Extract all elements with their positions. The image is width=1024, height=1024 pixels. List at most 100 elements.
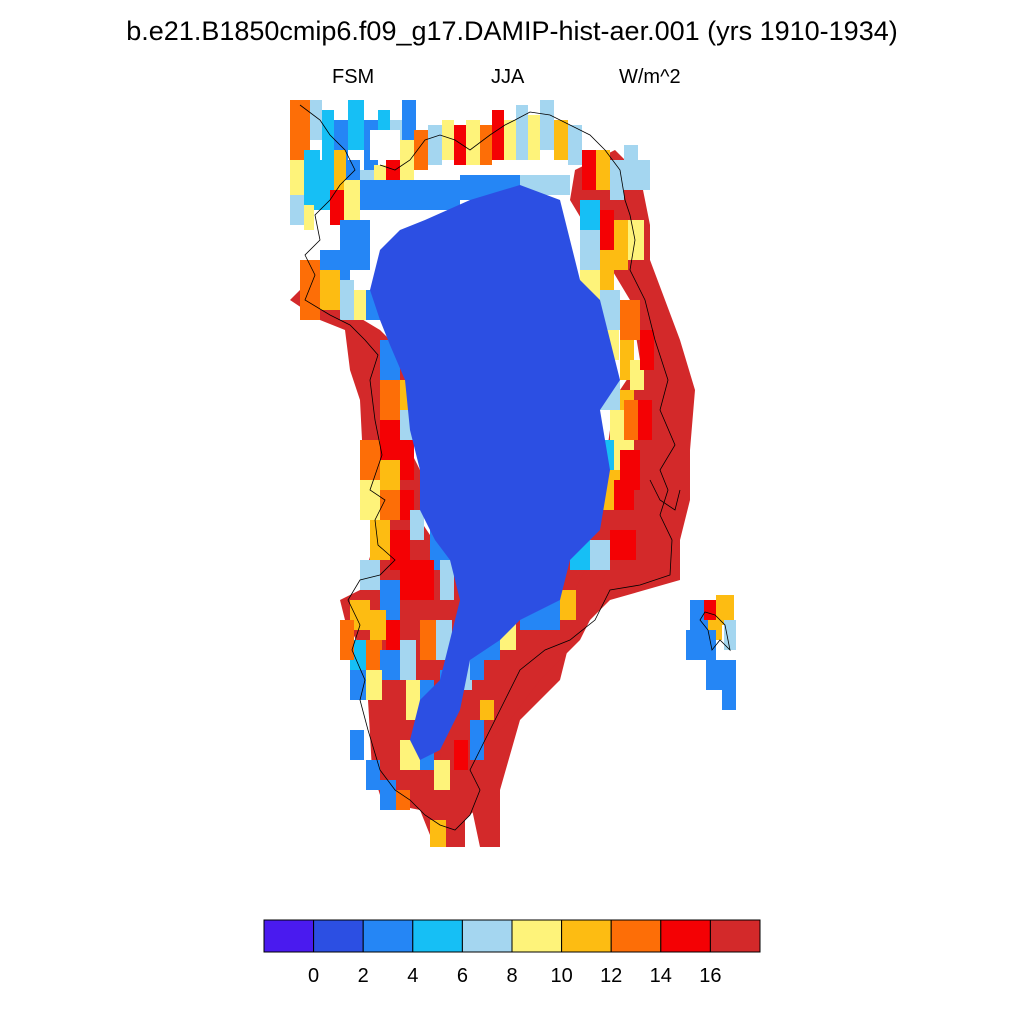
east-island-cell [704, 600, 716, 620]
map-cell [442, 120, 454, 160]
coastline-path [649, 479, 681, 511]
map-cell [304, 205, 314, 230]
map-cell [304, 150, 320, 210]
colorbar-tick-label: 12 [600, 965, 622, 987]
map-cell [290, 160, 304, 200]
colorbar-tick-label: 14 [650, 965, 672, 987]
map-cell [366, 640, 382, 670]
map-cell [340, 280, 354, 320]
map-cell [600, 250, 614, 290]
map-cell [320, 270, 340, 310]
map-cell [290, 100, 310, 160]
map-cell [380, 780, 396, 810]
map-cell [580, 230, 600, 270]
map-cell [420, 620, 436, 660]
map-cell [480, 125, 492, 165]
coastline-path [299, 104, 676, 831]
map-cell [380, 460, 400, 490]
colorbar-box [660, 919, 711, 953]
map-cell [400, 560, 420, 600]
plot-title: b.e21.B1850cmip6.f09_g17.DAMIP-hist-aer.… [126, 16, 898, 46]
map-cell [614, 480, 634, 510]
map-cell [620, 300, 640, 340]
map-cell [434, 760, 450, 790]
map-cell [628, 220, 644, 260]
map-cell [528, 115, 540, 160]
map-cell [300, 290, 320, 320]
map-cell [370, 610, 386, 640]
map-cell [380, 420, 400, 460]
map-cell [440, 560, 454, 600]
ice-sheet-interior [370, 185, 620, 760]
map-cell [624, 145, 638, 190]
map-cell [354, 290, 366, 320]
map-cell [480, 700, 494, 720]
map-cell [454, 740, 468, 770]
map-cell [366, 760, 380, 790]
map-cell [580, 200, 600, 230]
map-cell [516, 105, 528, 160]
left-label: FSM [332, 66, 375, 88]
map-cell [470, 720, 484, 760]
colorbar-box [412, 919, 463, 953]
map-cell [400, 140, 414, 180]
colorbar-tick-label: 10 [550, 965, 572, 987]
map-cell [504, 120, 516, 160]
map-cell [410, 510, 424, 540]
map-cell [290, 195, 304, 225]
map-cell [560, 590, 576, 620]
map-cell [360, 480, 380, 520]
map-cell [310, 100, 322, 140]
map-cell [420, 560, 434, 600]
map-cell [380, 380, 400, 420]
map-cell [430, 820, 446, 847]
map-cell [406, 680, 420, 720]
colorbar-tick-label: 0 [308, 965, 319, 987]
map-cell [334, 150, 346, 190]
map-cell [348, 100, 364, 150]
map-cell [340, 620, 354, 660]
map-blank-cell [370, 130, 400, 160]
colorbar-box [461, 919, 513, 953]
map-cell [600, 210, 614, 250]
colorbar-box [362, 919, 414, 953]
map-cell [624, 400, 638, 440]
map-cell [360, 180, 400, 210]
map-cell [360, 440, 380, 480]
map-cell [322, 110, 334, 160]
colorbar-box [709, 919, 761, 953]
map-cell [582, 150, 596, 190]
colorbar-box [263, 919, 315, 953]
map-cell [344, 180, 360, 220]
colorbar-box [313, 919, 364, 953]
east-island-cell [722, 680, 736, 710]
map-cell [400, 440, 414, 480]
colorbar-box [561, 919, 612, 953]
colorbar-box [610, 919, 662, 953]
colorbar-box [511, 919, 563, 953]
map-cell [638, 160, 650, 190]
map-cell [428, 125, 442, 165]
colorbar-tick-label: 4 [407, 965, 418, 987]
colorbar-tick-label: 2 [358, 965, 369, 987]
east-island-cell [724, 620, 736, 650]
map-cell [614, 220, 628, 270]
map-cell [596, 150, 610, 190]
map-cell [638, 400, 652, 440]
map-cell [330, 190, 344, 225]
map-cell [554, 120, 568, 160]
map-cell [402, 100, 416, 140]
map-cell [380, 650, 400, 680]
map-cell [386, 620, 400, 650]
units-label: W/m^2 [619, 66, 681, 88]
colorbar-tick-labels: 0 2 4 6 8 10 12 14 16 [308, 965, 721, 987]
coastline [299, 104, 731, 831]
coastline-path [699, 611, 731, 652]
map-cell [454, 125, 466, 165]
map-cell [610, 530, 636, 560]
map-cell [370, 520, 390, 560]
east-island-cell [716, 595, 734, 625]
map-cell [610, 160, 624, 200]
